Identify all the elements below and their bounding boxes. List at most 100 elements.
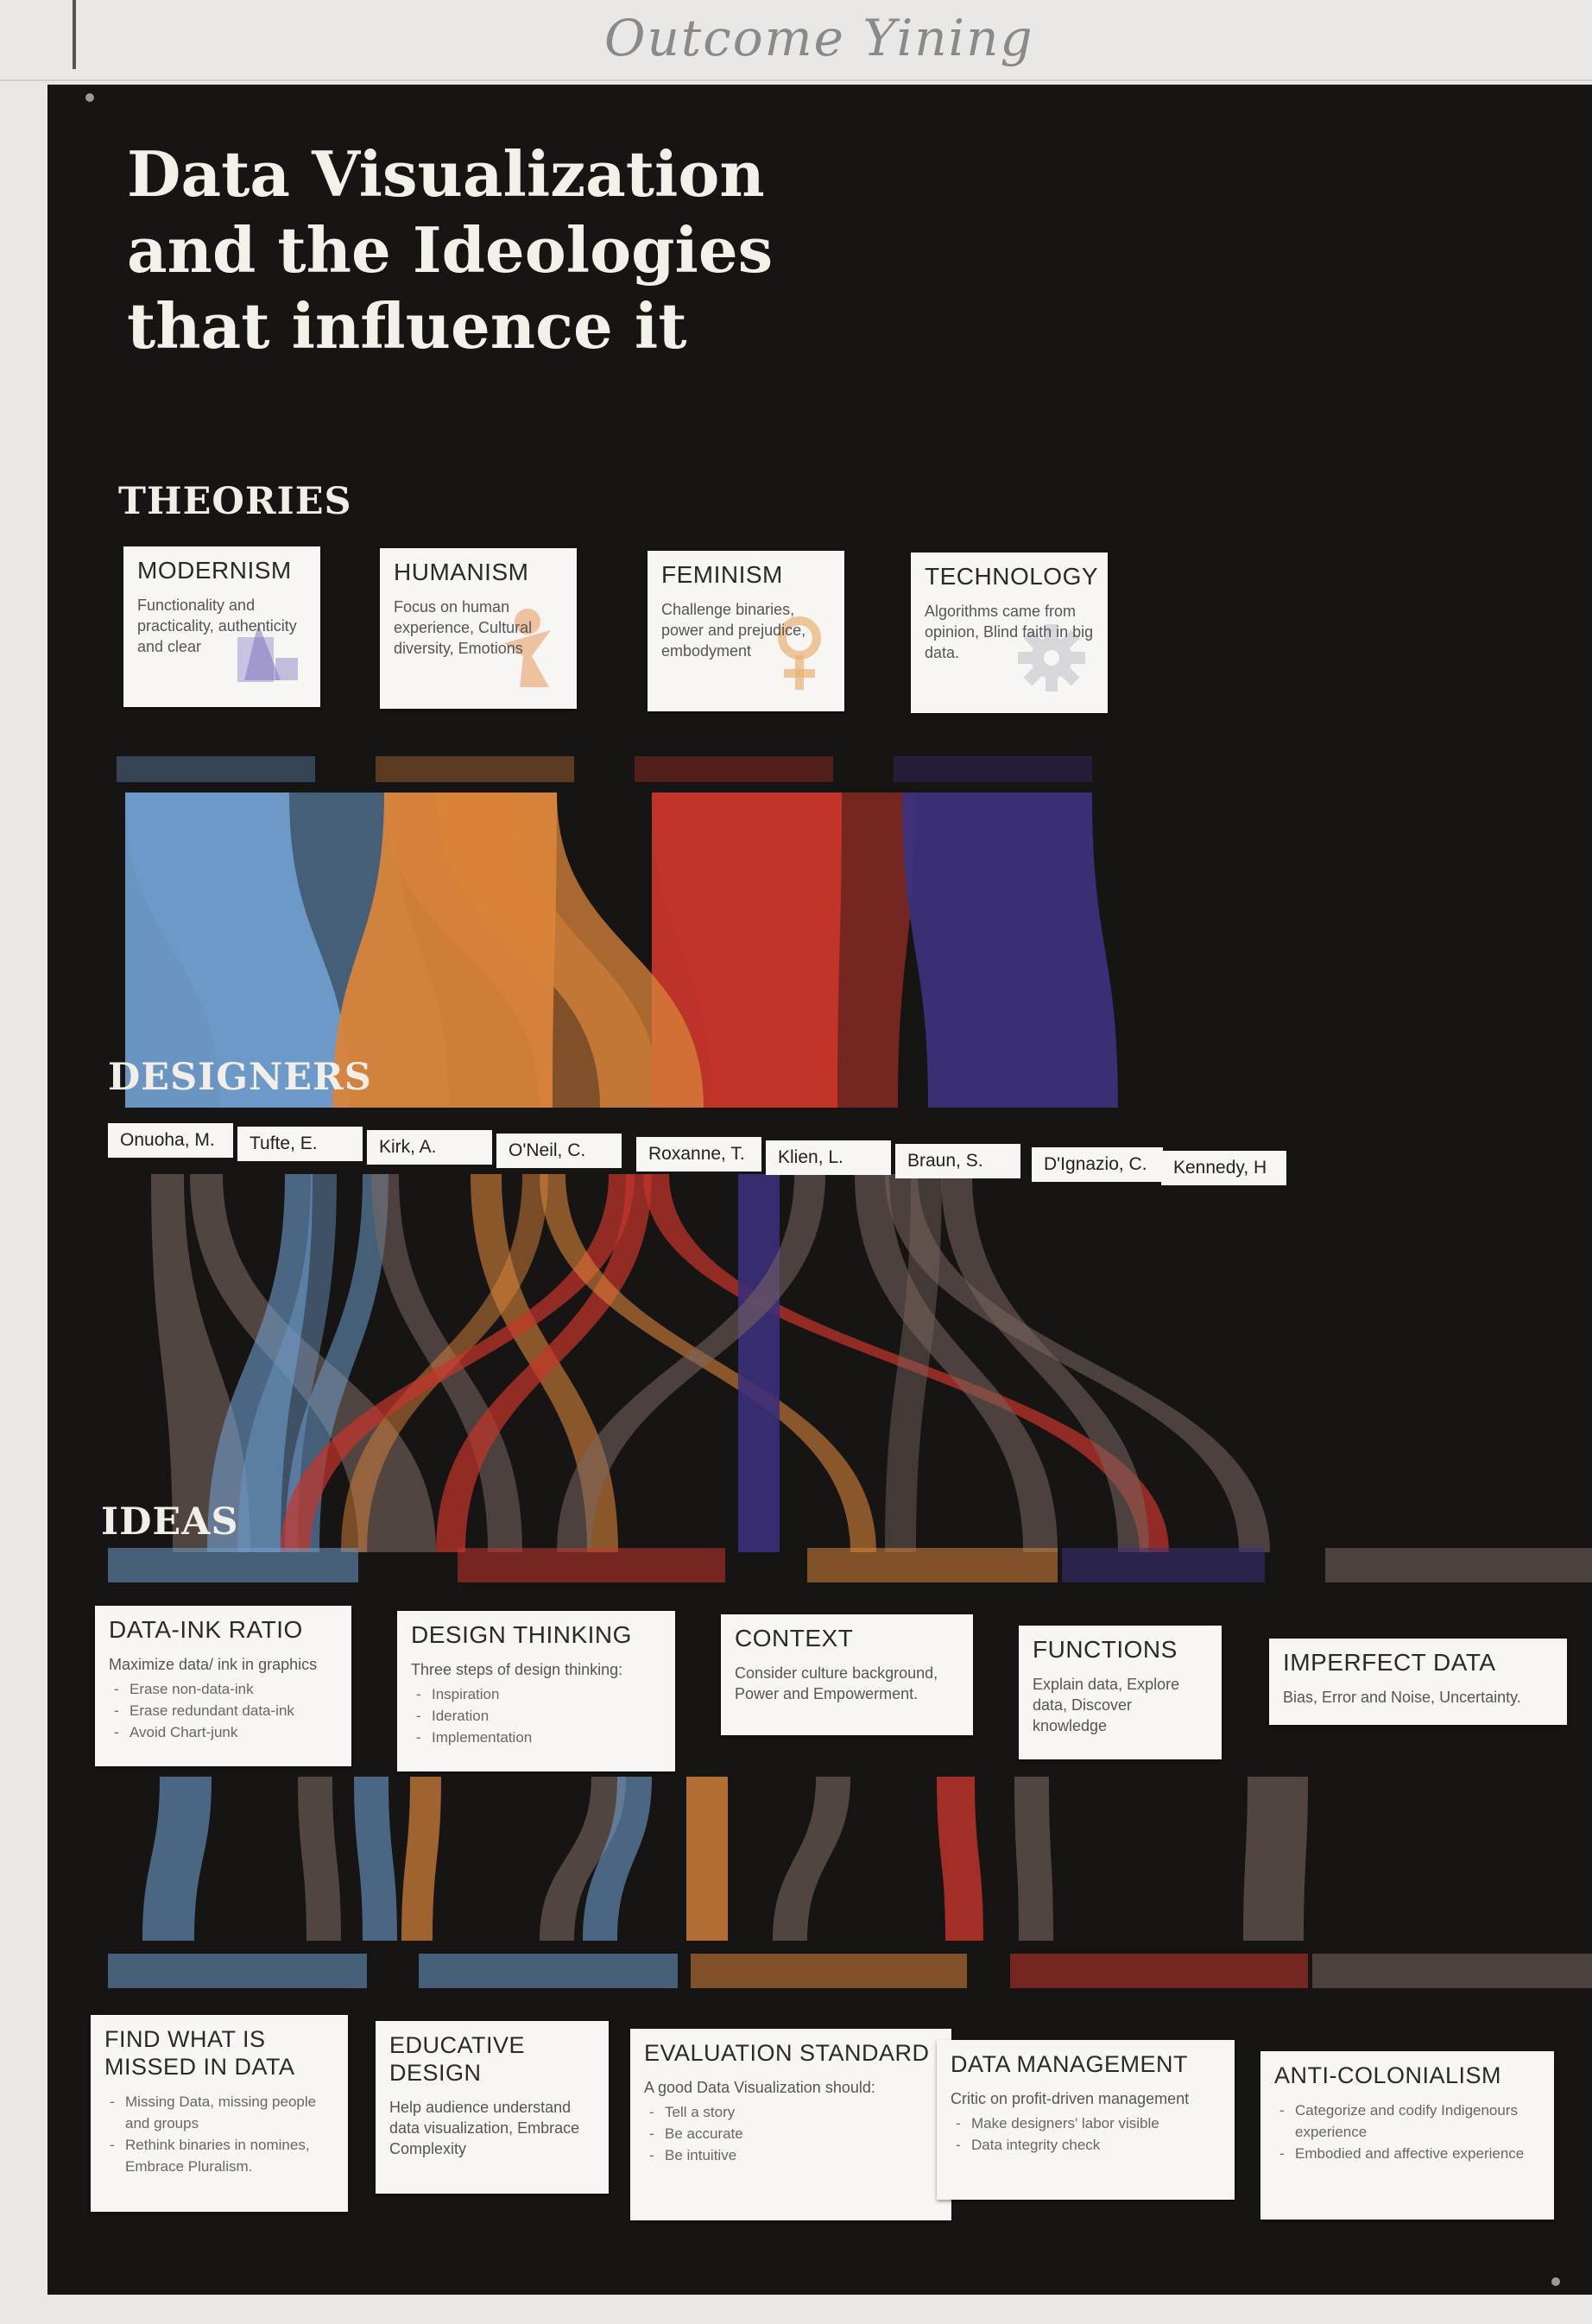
idea-flow-ribbon — [401, 1777, 441, 1941]
section-heading-designers: DESIGNERS — [108, 1056, 372, 1099]
idea-flow-ribbon — [142, 1777, 212, 1941]
idea-bar — [807, 1548, 1058, 1582]
card-bullets: InspirationIderationImplementation — [411, 1683, 661, 1748]
designer-label: Klien, L. — [766, 1140, 891, 1175]
card-description: A good Data Visualization should: — [644, 2079, 875, 2096]
idea-bar — [1010, 1954, 1308, 1988]
card-bullets: Tell a storyBe accurateBe intuitive — [644, 2101, 938, 2166]
idea-flow-ribbon — [298, 1777, 341, 1941]
idea-card: DATA-INK RATIO Maximize data/ ink in grap… — [95, 1606, 351, 1766]
idea-bar — [1325, 1548, 1592, 1582]
idea-card: FIND WHAT IS MISSED IN DATA Missing Data,… — [91, 2015, 348, 2212]
designer-label: Kirk, A. — [367, 1130, 492, 1165]
card-description: Maximize data/ ink in graphics — [109, 1656, 318, 1673]
theory-flow-ribbon — [902, 793, 1118, 1108]
designer-flow-ribbon — [885, 1174, 942, 1552]
bullet-item: Missing Data, missing people and groups — [104, 2091, 334, 2134]
designer-flow-ribbon — [643, 1174, 1169, 1552]
idea-card: EVALUATION STANDARD A good Data Visualiza… — [630, 2029, 951, 2220]
bullet-item: Be intuitive — [644, 2144, 938, 2166]
bullet-item: Data integrity check — [951, 2134, 1221, 2156]
idea-card: DATA MANAGEMENT Critic on profit-driven m… — [937, 2040, 1235, 2200]
title-line-1: Data Visualization — [127, 137, 765, 211]
designer-label: Tufte, E. — [237, 1127, 363, 1161]
card-bullets: Categorize and codify Indigenours experi… — [1274, 2100, 1540, 2164]
theory-flow-ribbon — [125, 793, 350, 1108]
card-description: Algorithms came from opinion, Blind fait… — [925, 603, 1094, 661]
designer-label: Onuoha, M. — [108, 1123, 233, 1158]
theory-flow-ribbon — [652, 793, 842, 1108]
pin-icon — [85, 93, 94, 102]
card-description: Functionality and practicality, authenti… — [137, 597, 297, 655]
card-title: EDUCATIVE DESIGN — [389, 2032, 526, 2086]
human-figure-icon — [497, 604, 558, 695]
designer-flow-ribbon — [557, 1174, 825, 1552]
card-description: Explain data, Explore data, Discover kno… — [1033, 1676, 1180, 1734]
card-title: CONTEXT — [735, 1625, 854, 1651]
designer-flow-ribbon — [855, 1174, 1058, 1552]
poster-title: Data Visualization and the Ideologies th… — [127, 136, 904, 364]
pin-icon — [1551, 2277, 1560, 2286]
idea-bar — [108, 1548, 358, 1582]
designer-flow-ribbon — [941, 1174, 1149, 1552]
idea-card: DESIGN THINKING Three steps of design thi… — [397, 1611, 675, 1771]
bullet-item: Erase non-data-ink — [109, 1678, 338, 1700]
card-description: Critic on profit-driven management — [951, 2090, 1190, 2107]
bullet-item: Categorize and codify Indigenours experi… — [1274, 2100, 1540, 2143]
gear-icon — [1014, 621, 1089, 699]
geometric-shapes-icon — [232, 620, 301, 693]
idea-card: FUNCTIONS Explain data, Explore data, Dis… — [1019, 1626, 1222, 1759]
designer-label: Roxanne, T. — [636, 1137, 761, 1171]
theory-card-humanism: HUMANISM Focus on human experience, Cultu… — [380, 548, 577, 709]
bullet-item: Inspiration — [411, 1683, 661, 1705]
card-description: Consider culture background, Power and E… — [735, 1664, 938, 1702]
idea-bar — [458, 1548, 725, 1582]
designer-label: D'Ignazio, C. — [1032, 1147, 1163, 1182]
title-line-2: and the Ideologies — [127, 213, 774, 287]
theory-flow-bar — [635, 756, 833, 782]
card-description: Three steps of design thinking: — [411, 1661, 623, 1678]
card-title: EVALUATION STANDARD — [644, 2040, 930, 2066]
bullet-item: Ideration — [411, 1705, 661, 1727]
card-title: TECHNOLOGY — [925, 563, 1099, 590]
idea-card: CONTEXT Consider culture background, Powe… — [721, 1614, 973, 1735]
designer-flow-ribbon — [285, 1174, 389, 1552]
card-description: Focus on human experience, Cultural dive… — [394, 598, 533, 657]
theory-flow-bar — [117, 756, 315, 782]
idea-card: IMPERFECT DATA Bias, Error and Noise, Unc… — [1269, 1639, 1567, 1725]
designer-flow-ribbon — [738, 1174, 780, 1552]
female-symbol-icon — [774, 616, 825, 698]
card-bullets: Make designers' labor visibleData integr… — [951, 2112, 1221, 2156]
bullet-item: Avoid Chart-junk — [109, 1721, 338, 1743]
bullet-item: Rethink binaries in nomines, Embrace Plu… — [104, 2134, 334, 2177]
card-description: Help audience understand data visualizat… — [389, 2099, 580, 2157]
wall-pencil-mark — [73, 0, 76, 69]
theory-flow-ribbon — [436, 793, 704, 1108]
wall-handwritten-note: Outcome Yining — [604, 9, 1034, 67]
card-title: ANTI-COLONIALISM — [1274, 2062, 1502, 2088]
card-title: DESIGN THINKING — [411, 1621, 632, 1648]
idea-flow-ribbon — [686, 1777, 728, 1941]
designer-label: Braun, S. — [895, 1144, 1020, 1178]
bullet-item: Implementation — [411, 1727, 661, 1748]
designer-flow-ribbon — [885, 1174, 1270, 1552]
title-line-3: that influence it — [127, 289, 687, 363]
card-title: FUNCTIONS — [1033, 1636, 1178, 1663]
designer-flow-ribbon — [237, 1174, 337, 1552]
idea-flow-ribbon — [354, 1777, 397, 1941]
designer-flow-ribbon — [281, 1174, 635, 1552]
designer-flow-ribbon — [207, 1174, 313, 1552]
theory-flow-bar — [376, 756, 574, 782]
card-title: DATA-INK RATIO — [109, 1616, 303, 1643]
card-title: DATA MANAGEMENT — [951, 2051, 1189, 2077]
bullet-item: Tell a story — [644, 2101, 938, 2123]
designer-label: O'Neil, C. — [496, 1134, 622, 1168]
card-description: Challenge binaries, power and prejudice,… — [661, 601, 806, 660]
bullet-item: Make designers' labor visible — [951, 2112, 1221, 2134]
idea-bar — [419, 1954, 678, 1988]
flow-diagram — [108, 756, 1592, 1988]
poster: Data Visualization and the Ideologies th… — [47, 85, 1592, 2295]
card-title: IMPERFECT DATA — [1283, 1649, 1496, 1676]
idea-bar — [1062, 1548, 1265, 1582]
wall-edge — [0, 79, 1592, 81]
